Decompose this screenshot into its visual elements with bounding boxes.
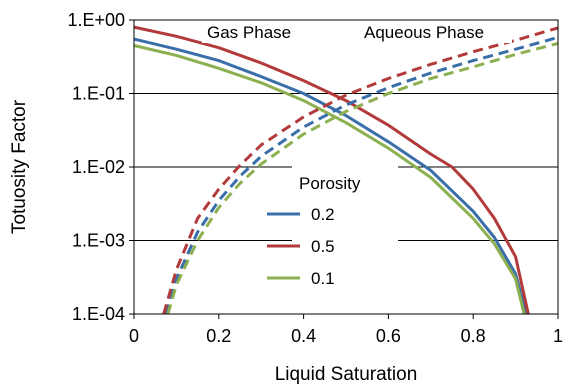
- aqueous-phase-series: [162, 26, 559, 315]
- y-axis-title: Totuosity Factor: [9, 99, 30, 234]
- legend-label-0.2: 0.2: [311, 205, 335, 224]
- x-tick-label-5: 1: [553, 326, 563, 346]
- series-line-gas-0.2: [133, 37, 528, 315]
- series-line-gas-0.5: [133, 25, 530, 315]
- y-tick-label-1: 1.E-03: [72, 231, 125, 251]
- annotation-aqueous-phase: Aqueous Phase: [364, 23, 484, 42]
- annotation-gas-bg: [202, 21, 312, 43]
- x-tick-label-1: 0.2: [206, 326, 231, 346]
- x-tick-label-4: 0.8: [461, 326, 486, 346]
- legend-label-0.5: 0.5: [311, 237, 335, 256]
- legend-label-0.1: 0.1: [311, 269, 335, 288]
- series-line-aqueous-0.2: [164, 35, 559, 315]
- y-tick-label-3: 1.E-01: [72, 84, 125, 104]
- x-axis-ticks: 0 0.2 0.4 0.6 0.8 1: [129, 314, 563, 346]
- legend-background: [292, 166, 398, 298]
- series-line-gas-0.1: [133, 44, 526, 315]
- y-axis-ticks: 1.E-04 1.E-03 1.E-02 1.E-01 1.E+00: [67, 10, 134, 324]
- series-line-aqueous-0.5: [162, 26, 559, 315]
- legend-title: Porosity: [299, 174, 361, 193]
- x-tick-label-3: 0.6: [376, 326, 401, 346]
- x-tick-label-2: 0.4: [291, 326, 316, 346]
- annotation-aqueous-bg: [360, 21, 512, 43]
- gas-phase-series: [133, 25, 530, 315]
- x-axis-title: Liquid Saturation: [275, 364, 418, 385]
- legend: Porosity 0.2 0.5 0.1: [267, 166, 398, 298]
- x-tick-label-0: 0: [129, 326, 139, 346]
- y-tick-label-4: 1.E+00: [67, 10, 125, 30]
- y-tick-label-2: 1.E-02: [72, 157, 125, 177]
- annotation-gas-phase: Gas Phase: [207, 23, 291, 42]
- series-line-aqueous-0.1: [166, 41, 559, 315]
- y-tick-label-0: 1.E-04: [72, 304, 125, 324]
